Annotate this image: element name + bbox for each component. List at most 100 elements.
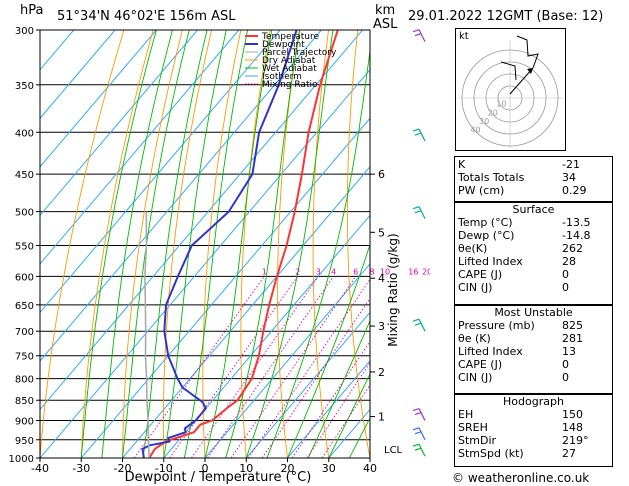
isotherm-line	[40, 30, 157, 168]
km-label: km	[375, 3, 396, 18]
location-label: 51°34'N 46°02'E 156m ASL	[57, 9, 236, 24]
mixing-ratio-label: 1	[262, 267, 267, 276]
index-label: θe (K)	[458, 332, 491, 345]
wind-barb	[418, 128, 426, 142]
index-label: K	[458, 158, 466, 171]
mixing-ratio-line	[247, 278, 370, 458]
wind-barb	[412, 29, 420, 33]
dry-adiabat-line	[40, 30, 125, 458]
index-label: Pressure (mb)	[458, 319, 535, 332]
pressure-tick-label: 300	[15, 26, 34, 37]
dry-adiabat-line	[202, 30, 242, 458]
wet-adiabat-line	[163, 30, 227, 458]
mixing-ratio-line	[306, 361, 370, 458]
index-row: Pressure (mb) 825	[455, 319, 586, 332]
index-value: 0	[562, 281, 569, 294]
indices-panel: K -21 Totals Totals 34 PW (cm) 0.29	[454, 156, 613, 202]
dry-adiabat-line	[312, 30, 330, 458]
index-row: SREH 148	[455, 421, 592, 434]
wet-adiabat-line	[122, 30, 190, 458]
wind-barb	[418, 206, 426, 219]
mixing-ratio-label: 3	[316, 267, 321, 276]
storm-motion-arrowhead	[527, 68, 533, 74]
isotherm-line	[40, 30, 116, 120]
temperature-line	[148, 30, 339, 458]
hodograph-stats-panel: Hodograph EH 150 SREH 148 StmDir 219° StmSpd (…	[454, 394, 613, 467]
wet-adiabat-line	[266, 47, 370, 458]
legend-entry: Wet Adiabat	[262, 64, 317, 74]
dry-adiabat-line	[413, 30, 430, 458]
wind-barb	[414, 431, 422, 435]
index-row: CIN (J) 0	[455, 371, 586, 384]
wind-barb	[412, 443, 420, 447]
index-row: StmDir 219°	[455, 434, 592, 447]
index-label: PW (cm)	[458, 184, 505, 197]
wet-adiabat-line	[369, 457, 370, 458]
km-tick-label: 2	[378, 366, 385, 379]
isotherm-line	[287, 360, 370, 458]
x-tick-label: -10	[155, 462, 173, 475]
pressure-tick-label: 600	[15, 272, 34, 283]
parcel-trajectory-line	[144, 211, 151, 458]
isotherm-line	[328, 408, 370, 458]
x-axis-title: Dewpoint / Temperature (°C)	[125, 470, 312, 485]
wet-adiabat-line	[183, 30, 249, 458]
wind-barb	[412, 318, 420, 322]
wind-barb	[414, 132, 422, 136]
index-label: CAPE (J)	[458, 268, 503, 281]
index-value: 27	[562, 447, 576, 460]
pressure-tick-label: 650	[15, 301, 34, 312]
asl-label: ASL	[373, 17, 398, 32]
hodograph-ring-label: 40	[470, 126, 480, 135]
index-row: CIN (J) 0	[455, 281, 593, 294]
wet-adiabat-line	[287, 243, 370, 458]
wind-barb	[414, 210, 422, 214]
index-row: PW (cm) 0.29	[455, 184, 590, 197]
pressure-tick-label: 850	[15, 396, 34, 407]
most-unstable-panel: Most Unstable Pressure (mb) 825 θe (K) 281 L…	[454, 305, 613, 394]
index-value: -21	[562, 158, 580, 171]
index-row: Dewp (°C) -14.8	[455, 229, 593, 242]
storm-motion-arrow	[509, 67, 534, 95]
mixing-ratio-line	[291, 340, 370, 458]
index-row: θe(K) 262	[455, 242, 593, 255]
hodograph-ring-label: 10	[496, 100, 506, 109]
x-tick-label: 40	[363, 462, 377, 475]
mixing-ratio-label: 2	[295, 267, 300, 276]
legend-entry: Dewpoint	[262, 40, 305, 50]
index-label: θe(K)	[458, 242, 488, 255]
index-value: 0	[562, 358, 569, 371]
index-value: 148	[562, 421, 583, 434]
mixing-ratio-label: 16	[408, 267, 418, 276]
isotherm-line	[369, 457, 370, 458]
index-value: -13.5	[562, 216, 591, 229]
hodograph-trace	[516, 35, 539, 69]
km-tick-label: 6	[378, 168, 385, 181]
x-tick-label: 10	[239, 462, 253, 475]
index-value: 28	[562, 255, 576, 268]
hodograph-low-trace	[500, 61, 517, 81]
index-value: 219°	[562, 434, 589, 447]
x-tick-label: -20	[114, 462, 132, 475]
pressure-tick-label: 950	[15, 436, 34, 447]
index-value: 825	[562, 319, 583, 332]
wind-barb	[414, 411, 422, 416]
surface-title: Surface	[512, 203, 555, 216]
wet-adiabat-line	[328, 372, 370, 458]
legend-entry: Mixing Ratio	[262, 80, 318, 90]
wind-barb	[414, 322, 422, 326]
dry-adiabat-line	[277, 30, 300, 458]
isotherm-line	[80, 117, 370, 458]
dry-adiabat-line	[162, 30, 213, 458]
index-row: Lifted Index 13	[455, 345, 586, 358]
mixing-ratio-line	[321, 384, 370, 458]
wind-barb	[418, 427, 426, 441]
pressure-tick-label: 700	[15, 327, 34, 338]
index-label: Dewp (°C)	[458, 229, 515, 242]
index-row: θe (K) 281	[455, 332, 586, 345]
wind-barb	[412, 427, 420, 431]
legend-entry: Parcel Trajectory	[262, 48, 337, 58]
wind-barb	[414, 33, 422, 37]
mixing-ratio-label: 8	[369, 267, 374, 276]
hodograph-stats-title: Hodograph	[503, 395, 564, 408]
